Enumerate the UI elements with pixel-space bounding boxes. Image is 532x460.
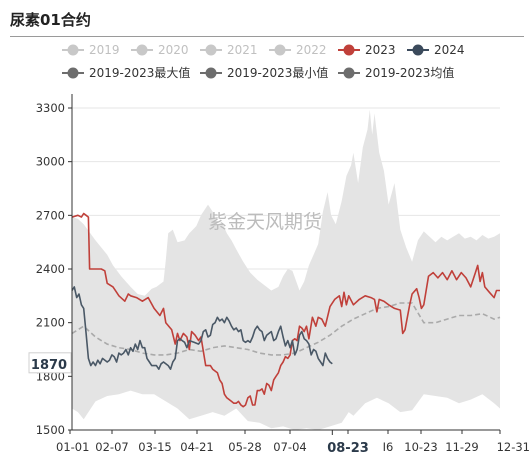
chart-title: 尿素01合约 <box>10 11 91 29</box>
series-average-line <box>71 302 501 356</box>
plot-area: 紫金天风期货 <box>71 107 501 431</box>
x-tick-label: 11-29 <box>445 440 478 454</box>
minmax-band <box>72 109 500 431</box>
x-tick-label: 03-15 <box>138 440 171 454</box>
legend-marker-icon <box>343 67 355 79</box>
legend-item-2020[interactable]: 2020 <box>131 43 189 57</box>
series-2024-line <box>71 286 333 371</box>
x-tick-label: 02-07 <box>95 440 128 454</box>
legend-label: 2021 <box>227 43 258 57</box>
x-tick-label: 05-28 <box>228 440 261 454</box>
legend-marker-icon <box>67 67 79 79</box>
x-tick-label: 01-01 <box>56 440 89 454</box>
x-tick-label: 12-31 <box>497 440 530 454</box>
legend-item-2022[interactable]: 2022 <box>269 43 327 57</box>
legend-label: 2019 <box>89 43 120 57</box>
legend-marker-icon <box>343 44 355 56</box>
legend-item-2023[interactable]: 2023 <box>338 43 396 57</box>
legend-marker-icon <box>205 44 217 56</box>
legend-item-2024[interactable]: 2024 <box>407 43 465 57</box>
legend: 2019 2020 2021 2022 2023 2024 2019-2023最大值 2019… <box>62 43 465 80</box>
legend-marker-icon <box>67 44 79 56</box>
x-tick-label: 07-04 <box>273 440 306 454</box>
legend-label: 2023 <box>365 43 396 57</box>
legend-label: 2019-2023均值 <box>365 65 454 80</box>
legend-label: 2022 <box>296 43 327 57</box>
x-tick-label: 04-21 <box>180 440 213 454</box>
legend-marker-icon <box>274 44 286 56</box>
y-tick-label: 2700 <box>36 208 65 222</box>
legend-marker-icon <box>205 67 217 79</box>
y-tick-label: 3000 <box>36 155 65 169</box>
y-tick-label: 1500 <box>36 423 65 437</box>
watermark: 紫金天风期货 <box>208 211 322 233</box>
legend-label: 2019-2023最大值 <box>89 65 190 80</box>
legend-item-2019[interactable]: 2019 <box>62 43 120 57</box>
legend-label: 2020 <box>158 43 189 57</box>
legend-label: 2024 <box>434 43 465 57</box>
legend-marker-icon <box>412 44 424 56</box>
legend-label: 2019-2023最小值 <box>227 65 328 80</box>
pointer-y-label: 1870 <box>31 358 67 373</box>
pointer-y-box <box>28 352 72 374</box>
legend-item-stat-2[interactable]: 2019-2023均值 <box>338 65 454 80</box>
y-tick-label: 3300 <box>36 101 65 115</box>
x-tick-label: I6 <box>383 440 394 454</box>
legend-item-stat-0[interactable]: 2019-2023最大值 <box>62 65 190 80</box>
legend-marker-icon <box>136 44 148 56</box>
pointer-x-label: 08-23 <box>327 441 369 456</box>
legend-item-stat-1[interactable]: 2019-2023最小值 <box>200 65 328 80</box>
legend-item-2021[interactable]: 2021 <box>200 43 258 57</box>
y-tick-label: 2100 <box>36 316 65 330</box>
series-2023-line <box>71 212 500 408</box>
y-tick-label: 2400 <box>36 262 65 276</box>
title-divider <box>10 36 524 37</box>
x-tick-label: 10-23 <box>404 440 437 454</box>
